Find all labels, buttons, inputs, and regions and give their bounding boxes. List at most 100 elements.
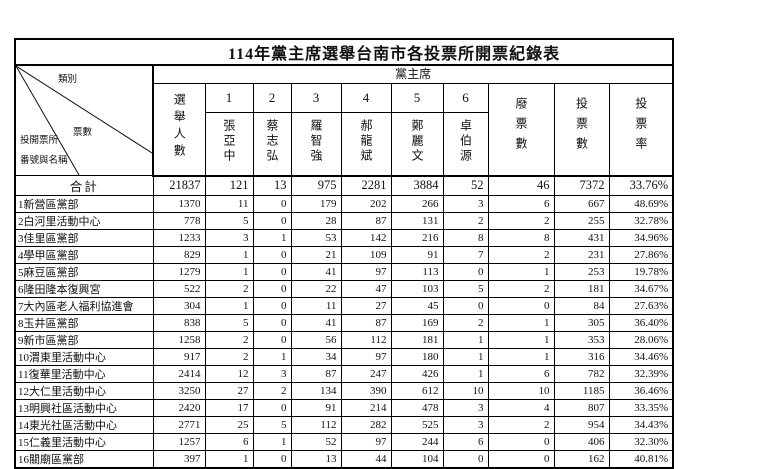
cell-value: 2 (487, 416, 555, 434)
cell-value: 1 (204, 450, 254, 469)
cell-value: 0 (252, 263, 292, 281)
col-header-invalid-votes: 廢票數 (487, 83, 555, 177)
cell-value: 103 (390, 280, 444, 298)
total-label: 合計 (14, 175, 154, 196)
cell-value: 34.96% (608, 229, 674, 247)
cell-value: 10 (487, 382, 555, 400)
cell-value: 0 (252, 331, 292, 349)
station-name: 14東光社區活動中心 (14, 416, 154, 434)
candidate-name-row: 張亞中 蔡志弘 羅智強 郝龍斌 鄭麗文 卓伯源 (15, 112, 673, 177)
candidate-number-row: 選舉人數 1 2 3 4 5 6 廢票數 投票數 投票率 (15, 83, 674, 177)
station-name: 3佳里區黨部 (14, 229, 154, 247)
cell-value: 2 (204, 331, 254, 349)
col-header-total-votes: 投票數 (553, 83, 610, 177)
cell-value: 22 (290, 280, 342, 298)
candidate-number-3: 3 (290, 83, 342, 113)
cell-value: 1 (252, 348, 292, 366)
cell-value: 0 (252, 280, 292, 298)
cell-value: 1 (442, 331, 489, 349)
station-name: 11復華里活動中心 (14, 365, 154, 383)
cell-value: 87 (340, 212, 392, 230)
cell-value: 0 (442, 263, 489, 281)
header-band-row: 類別 票數 投開票所 番號與名稱 黨主席 (14, 64, 674, 176)
cell-value: 2 (442, 314, 489, 332)
cell-value: 3 (442, 399, 489, 417)
station-name: 15仁義里活動中心 (14, 433, 154, 451)
cell-value: 0 (487, 433, 555, 451)
cell-value: 91 (390, 246, 444, 264)
cell-value: 1 (487, 331, 555, 349)
cell-value: 4 (487, 399, 555, 417)
table-row: 3佳里區黨部 1233 3 1 53 142 216 8 8 431 34.96% (14, 229, 674, 247)
cell-value: 0 (252, 399, 292, 417)
cell-value: 1 (487, 348, 555, 366)
cell-value: 304 (152, 297, 206, 315)
cell-value: 97 (340, 348, 392, 366)
cell-value: 478 (390, 399, 444, 417)
station-name: 7大內區老人福利協進會 (14, 297, 154, 315)
table-row: 11復華里活動中心 2414 12 3 87 247 426 1 6 782 32.39% (14, 365, 674, 383)
cell-value: 181 (553, 280, 610, 298)
cell-value: 181 (390, 331, 444, 349)
cell-value: 3 (204, 229, 254, 247)
cell-value: 36.46% (608, 382, 674, 400)
station-name: 12大仁里活動中心 (14, 382, 154, 400)
cell-value: 17 (204, 399, 254, 417)
cell-value: 36.40% (608, 314, 674, 332)
station-name: 10渭東里活動中心 (14, 348, 154, 366)
candidate-number-6: 6 (442, 83, 489, 113)
cell-value: 3250 (152, 382, 206, 400)
cell-value: 27 (204, 382, 254, 400)
cell-value: 97 (340, 263, 392, 281)
cell-value: 1257 (152, 433, 206, 451)
cell-value: 1279 (152, 263, 206, 281)
cell-value: 52 (290, 433, 342, 451)
table-body: 合計 21837 121 13 975 2281 3884 52 46 7372… (14, 175, 674, 469)
candidate-number-4: 4 (340, 83, 392, 113)
cell-value: 406 (553, 433, 610, 451)
cell-value: 1 (204, 246, 254, 264)
cell-value: 1 (442, 348, 489, 366)
cell-value: 3 (442, 416, 489, 434)
table-row: 14東光社區活動中心 2771 25 5 112 282 525 3 2 954 34.43% (14, 416, 674, 434)
table-row: 4學甲區黨部 829 1 0 21 109 91 7 2 231 27.86% (14, 246, 674, 264)
cell-value: 180 (390, 348, 444, 366)
cell-value: 525 (390, 416, 444, 434)
cell-value: 397 (152, 450, 206, 469)
cell-value: 0 (252, 212, 292, 230)
cell-value: 0 (442, 450, 489, 469)
cell-value: 121 (204, 175, 254, 196)
candidate-name-6: 卓伯源 (442, 112, 489, 177)
cell-value: 25 (204, 416, 254, 434)
station-name: 6隆田隆本復興宮 (14, 280, 154, 298)
cell-value: 112 (290, 416, 342, 434)
page-title: 114年黨主席選舉台南市各投票所開票紀錄表 (14, 38, 674, 66)
candidate-name-2: 蔡志弘 (252, 112, 292, 177)
cell-value: 34.67% (608, 280, 674, 298)
station-name: 13明興社區活動中心 (14, 399, 154, 417)
cell-value: 1 (252, 229, 292, 247)
cell-value: 87 (290, 365, 342, 383)
corner-cell: 類別 票數 投開票所 番號與名稱 (14, 64, 154, 176)
cell-value: 0 (442, 297, 489, 315)
corner-label-votes: 票數 (73, 128, 93, 138)
cell-value: 7372 (553, 175, 610, 196)
table-row: 16關廟區黨部 397 1 0 13 44 104 0 0 162 40.81% (14, 450, 674, 469)
cell-value: 1 (252, 433, 292, 451)
cell-value: 2 (487, 212, 555, 230)
cell-value: 91 (290, 399, 342, 417)
cell-value: 87 (340, 314, 392, 332)
candidate-number-5: 5 (390, 83, 444, 113)
cell-value: 8 (442, 229, 489, 247)
cell-value: 21 (290, 246, 342, 264)
table-row: 13明興社區活動中心 2420 17 0 91 214 478 3 4 807 33.35% (14, 399, 674, 417)
table-row: 6隆田隆本復興宮 522 2 0 22 47 103 5 2 181 34.67% (14, 280, 674, 298)
cell-value: 2 (204, 348, 254, 366)
cell-value: 2 (204, 280, 254, 298)
cell-value: 32.78% (608, 212, 674, 230)
cell-value: 32.39% (608, 365, 674, 383)
cell-value: 41 (290, 263, 342, 281)
cell-value: 0 (252, 314, 292, 332)
cell-value: 46 (487, 175, 555, 196)
cell-value: 7 (442, 246, 489, 264)
